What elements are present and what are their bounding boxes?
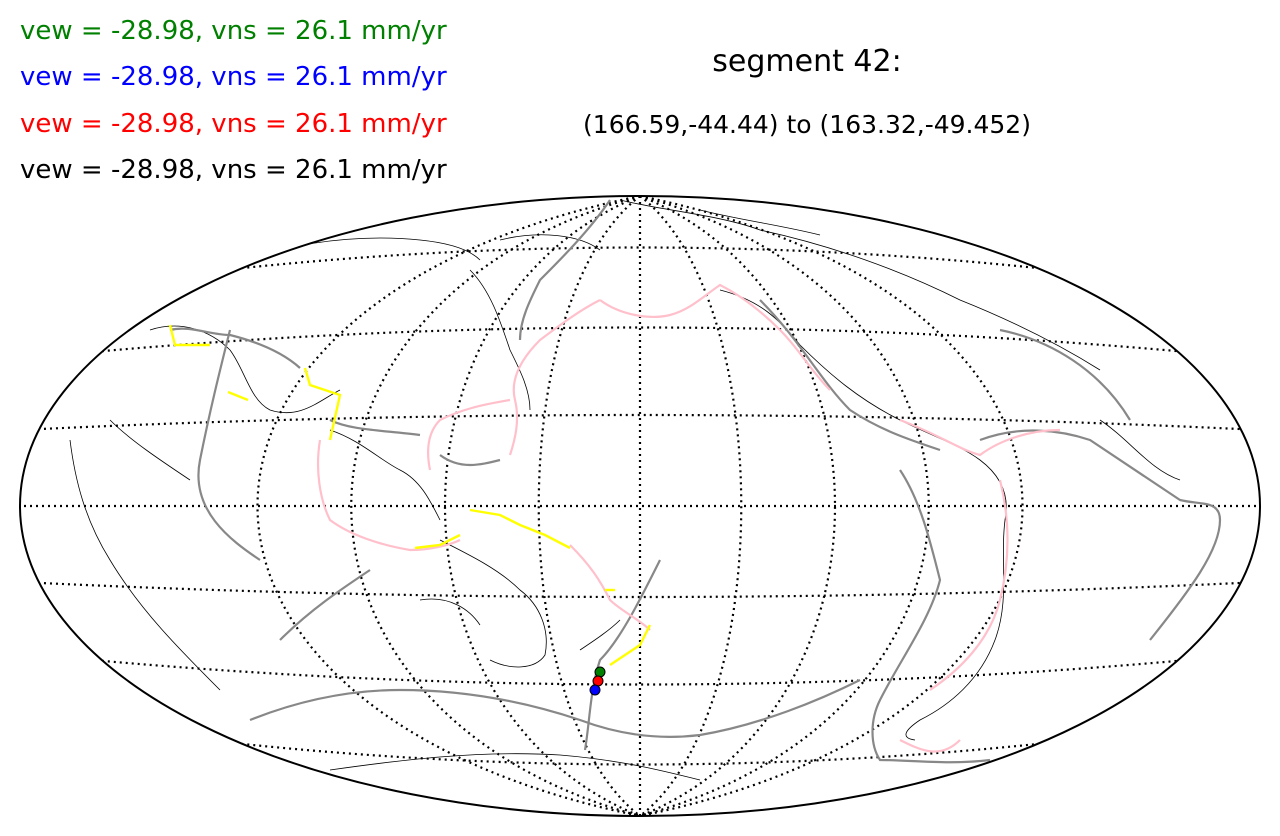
map-border [19, 195, 1261, 817]
segment-markers [589, 666, 606, 696]
segment-title: segment 42: [712, 44, 902, 79]
coastlines [69, 199, 1181, 781]
velocity-label-red: vew = -28.98, vns = 26.1 mm/yr [20, 109, 447, 139]
blue-point-marker [589, 684, 601, 696]
velocity-label-green: vew = -28.98, vns = 26.1 mm/yr [20, 16, 447, 46]
subduction-zones [316, 283, 1061, 753]
segment-coordinates: (166.59,-44.44) to (163.32,-49.452) [583, 110, 1031, 139]
highlighted-boundaries [168, 324, 652, 666]
red-point-marker [592, 675, 604, 687]
graticule-meridians [256, 196, 1024, 816]
green-point-marker [594, 666, 606, 678]
velocity-label-black: vew = -28.98, vns = 26.1 mm/yr [20, 155, 447, 185]
plate-boundaries [169, 199, 1222, 764]
velocity-label-blue: vew = -28.98, vns = 26.1 mm/yr [20, 62, 447, 92]
graticule-parallels [20, 246, 1260, 766]
